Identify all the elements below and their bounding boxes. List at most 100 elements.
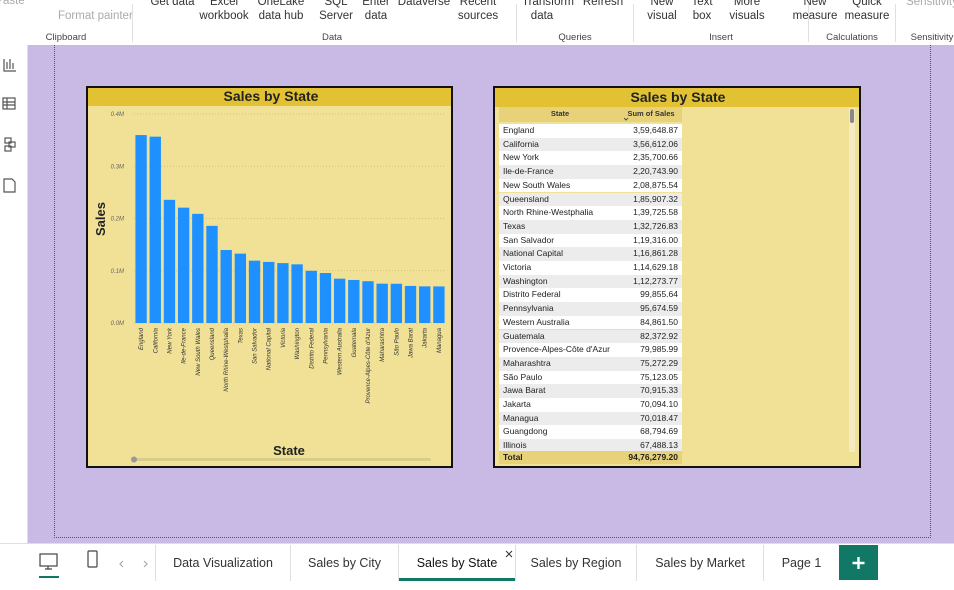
ribbon-button[interactable]: Get data xyxy=(150,0,195,8)
page-tab[interactable]: Data Visualization xyxy=(155,545,290,581)
ribbon-button[interactable]: SQL Server xyxy=(319,0,353,22)
table-row: New South Wales 2,08,875.54 xyxy=(499,178,682,193)
table-row: Queensland 1,85,907.32 xyxy=(499,192,682,207)
state-cell: Western Australia xyxy=(503,316,570,327)
close-tab[interactable] xyxy=(505,547,513,558)
sales-cell: 2,35,700.66 xyxy=(633,152,678,163)
state-cell: Guatemala xyxy=(503,330,545,341)
sales-cell: 3,56,612.06 xyxy=(633,138,678,149)
sales-cell: 1,14,629.18 xyxy=(633,262,678,272)
total-row: Total 94,76,279.20 xyxy=(499,450,682,465)
desktop-icon[interactable] xyxy=(39,553,58,567)
ribbon-button[interactable]: New measure xyxy=(792,0,838,22)
ribbon-button[interactable]: Excel workbook xyxy=(199,0,249,22)
page-tab[interactable]: Sales by Market xyxy=(636,545,763,581)
rail-icon xyxy=(2,59,16,193)
state-cell: San Salvador xyxy=(503,234,555,245)
sales-cell: 99,855.64 xyxy=(640,289,678,300)
state-cell: Managua xyxy=(503,412,539,423)
page-tab[interactable]: Sales by Region xyxy=(515,545,636,581)
sales-cell: 3,59,648.87 xyxy=(633,125,678,135)
table-row: Jakarta 70,094.10 xyxy=(499,398,682,412)
ribbon-group-label: Calculations xyxy=(826,32,878,43)
total-cell: Total xyxy=(503,451,523,462)
table-row: Guangdong 68,794.69 xyxy=(499,425,682,440)
sales-cell: 1,39,725.58 xyxy=(633,207,678,218)
table-row: England 3,59,648.87 xyxy=(499,124,682,138)
left-rail xyxy=(0,45,28,543)
ribbon-group-label: Clipboard xyxy=(45,32,87,43)
sales-cell: 1,85,907.32 xyxy=(633,193,678,204)
total-cell: 94,76,279.20 xyxy=(628,451,678,462)
ribbon-button[interactable]: More visuals xyxy=(729,0,765,22)
table-row: São Paulo 75,123.05 xyxy=(499,370,682,385)
sales-cell: 84,861.50 xyxy=(640,316,678,327)
ribbon-separator xyxy=(516,4,517,42)
state-cell: Distrito Federal xyxy=(503,289,561,300)
sales-cell: 95,674.59 xyxy=(640,303,678,314)
state-cell: National Capital xyxy=(503,248,564,259)
ribbon-group-label: Queries xyxy=(558,32,592,43)
tab-bar xyxy=(0,543,954,585)
ribbon-button[interactable]: Quick measure xyxy=(844,0,890,22)
state-cell: New York xyxy=(503,152,539,163)
page-tab[interactable]: Page 1 xyxy=(763,545,839,581)
table-row: Washington 1,12,273.77 xyxy=(499,274,682,289)
table-row: Maharashtra 75,272.29 xyxy=(499,356,682,371)
ribbon-button[interactable]: Enter data xyxy=(362,0,390,22)
sales-cell: 1,12,273.77 xyxy=(633,275,678,286)
page-tab[interactable]: Sales by State xyxy=(398,545,515,581)
table-row: Provence-Alpes-Côte d'Azur 79,985.99 xyxy=(499,343,682,357)
table-row: National Capital 1,16,861.28 xyxy=(499,247,682,261)
table-row: Pennsylvania 95,674.59 xyxy=(499,302,682,316)
ribbon-button[interactable]: Refresh xyxy=(582,0,624,8)
state-cell: North Rhine-Westphalia xyxy=(503,207,594,218)
state-cell: Guangdong xyxy=(503,426,548,437)
table-row: New York 2,35,700.66 xyxy=(499,151,682,166)
ribbon-group-label: Insert xyxy=(709,32,733,43)
ribbon-button[interactable]: OneLake data hub xyxy=(257,0,305,22)
ribbon-button[interactable]: Paste xyxy=(0,0,25,7)
table-row: Texas 1,32,726.83 xyxy=(499,219,682,234)
ribbon-button[interactable]: Transform data xyxy=(522,0,574,22)
sales-cell: 67,488.13 xyxy=(640,440,678,451)
sales-cell: 1,19,316.00 xyxy=(633,234,678,245)
phone-icon[interactable] xyxy=(87,550,98,568)
sales-cell: 70,018.47 xyxy=(640,412,678,423)
state-cell: Victoria xyxy=(503,262,532,272)
table-row: California 3,56,612.06 xyxy=(499,137,682,152)
table-row: Guatemala 82,372.92 xyxy=(499,329,682,344)
ribbon-button[interactable]: Format painter xyxy=(58,10,133,22)
ribbon-button[interactable]: Sensitivity xyxy=(906,0,954,8)
sales-cell: 70,915.33 xyxy=(640,385,678,396)
sales-cell: 70,094.10 xyxy=(640,399,678,409)
table-row: Illinois 67,488.13 xyxy=(499,439,682,453)
table-row: Distrito Federal 99,855.64 xyxy=(499,288,682,303)
rail-icons xyxy=(2,59,16,193)
state-cell: Provence-Alpes-Côte d'Azur xyxy=(503,344,610,355)
state-cell: Queensland xyxy=(503,193,549,204)
sales-cell: 68,794.69 xyxy=(640,426,678,437)
ribbon-separator xyxy=(633,4,634,42)
ribbon-button[interactable]: Text box xyxy=(691,0,713,22)
chart-visual[interactable] xyxy=(86,86,453,468)
table-row: Victoria 1,14,629.18 xyxy=(499,261,682,275)
ribbon-button[interactable]: Dataverse xyxy=(397,0,451,8)
sales-cell: 1,32,726.83 xyxy=(633,220,678,231)
ribbon-button[interactable]: Recent sources xyxy=(457,0,499,22)
ribbon-button[interactable]: New visual xyxy=(647,0,677,22)
ribbon-separator xyxy=(895,4,896,42)
state-cell: New South Wales xyxy=(503,179,571,190)
ribbon-group-label: Sensitivity xyxy=(910,32,954,43)
ribbon-group-label: Data xyxy=(321,32,343,43)
table-row: Ile-de-France 2,20,743.90 xyxy=(499,165,682,179)
sales-cell: 75,272.29 xyxy=(640,357,678,368)
state-cell: Washington xyxy=(503,275,548,286)
page-tab[interactable]: Sales by City xyxy=(290,545,398,581)
state-cell: England xyxy=(503,125,535,135)
state-cell: Maharashtra xyxy=(503,357,551,368)
sales-cell: 2,08,875.54 xyxy=(633,179,678,190)
add-page-button[interactable] xyxy=(839,545,878,580)
state-cell: California xyxy=(503,138,539,149)
